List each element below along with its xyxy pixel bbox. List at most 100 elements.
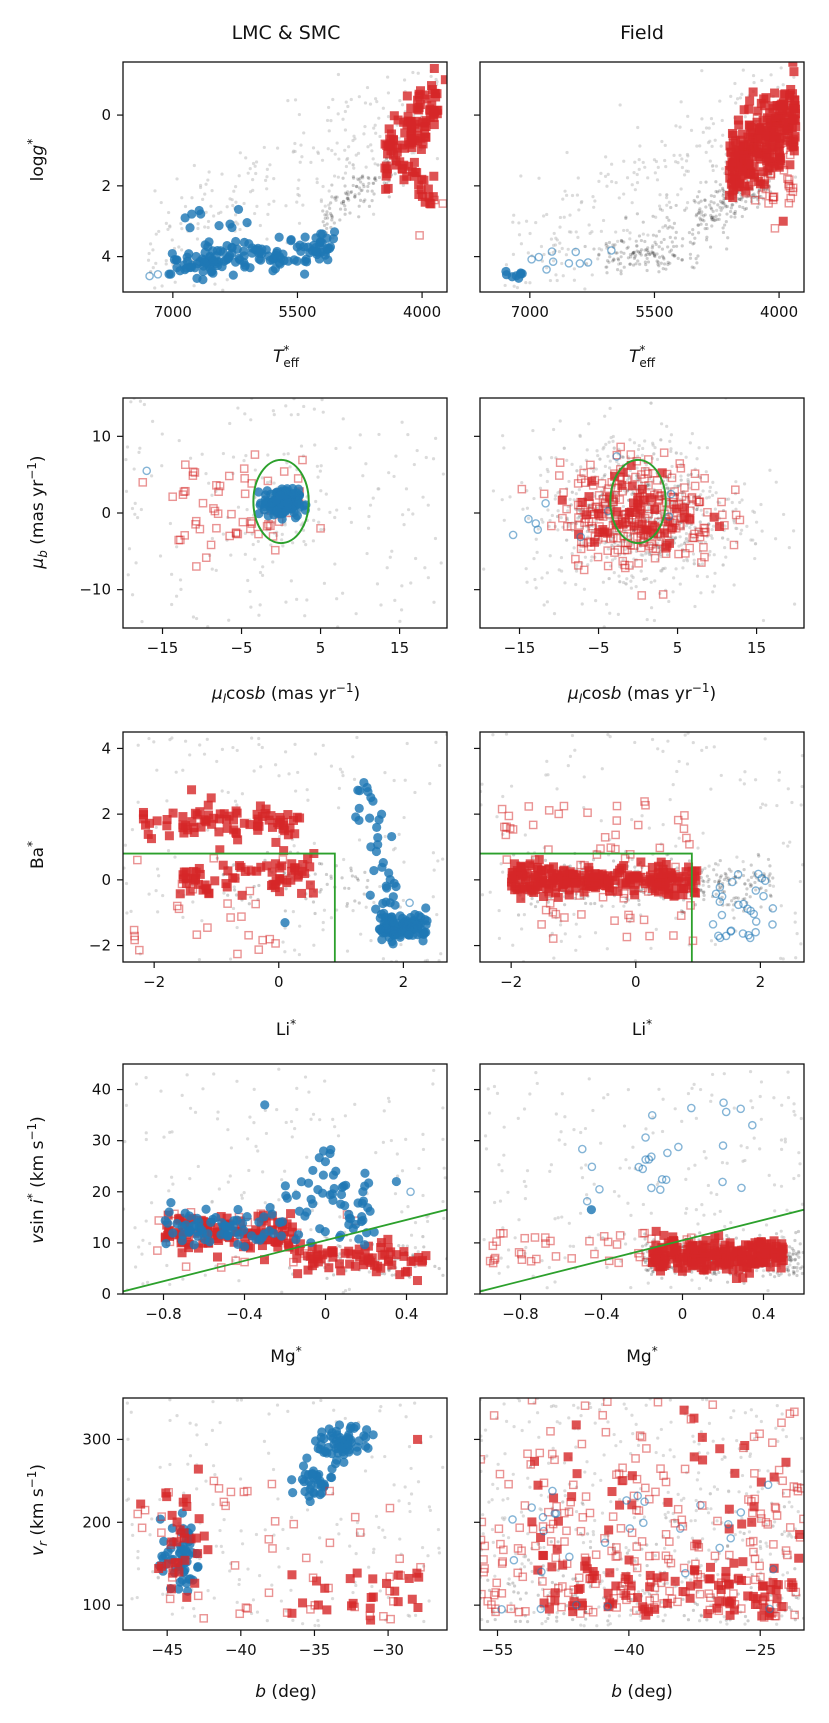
- point-gray: [572, 267, 576, 271]
- point-gray: [603, 414, 607, 418]
- point-gray: [567, 479, 571, 484]
- point-gray: [154, 232, 158, 236]
- point-gray: [386, 115, 391, 119]
- point-gray: [604, 265, 608, 269]
- xlabel-li-right: Li*: [632, 1017, 652, 1040]
- point-red: [189, 823, 199, 833]
- ylabel-ba: Ba*: [25, 841, 48, 869]
- point-gray: [353, 137, 357, 141]
- point-gray: [701, 130, 705, 134]
- point-gray: [159, 200, 163, 205]
- point-gray: [201, 1087, 205, 1091]
- point-gray: [256, 1149, 260, 1153]
- point-redo: [760, 180, 769, 190]
- point-dark: [695, 261, 699, 265]
- point-gray: [271, 409, 275, 413]
- point-gray: [160, 284, 164, 288]
- point-gray: [434, 42, 437, 45]
- point-gray: [321, 928, 325, 932]
- point-dark: [648, 252, 652, 256]
- point-gray: [739, 198, 744, 202]
- point-dark: [722, 877, 727, 882]
- point-red: [547, 869, 557, 879]
- point-gray: [272, 199, 276, 203]
- point-gray: [267, 202, 271, 206]
- point-gray: [395, 1174, 400, 1178]
- point-gray: [174, 594, 179, 598]
- point-dark: [358, 198, 363, 202]
- point-gray: [781, 957, 785, 961]
- point-gray: [511, 252, 516, 256]
- point-gray: [772, 51, 775, 54]
- point-dark: [731, 203, 735, 207]
- point-blue: [373, 832, 383, 843]
- point-dark: [367, 204, 372, 208]
- scatter-points: [123, 732, 447, 962]
- point-gray: [599, 171, 603, 175]
- point-gray: [643, 439, 647, 443]
- point-gray: [421, 1193, 425, 1198]
- point-gray: [363, 125, 367, 129]
- point-dark: [263, 858, 267, 862]
- point-dark: [710, 215, 715, 219]
- point-redo: [755, 162, 764, 172]
- point-gray: [138, 399, 143, 403]
- point-red: [617, 480, 627, 490]
- point-gray: [678, 582, 682, 586]
- point-gray: [357, 838, 362, 842]
- point-gray: [231, 455, 236, 459]
- point-dark: [748, 895, 752, 899]
- point-gray: [310, 1208, 314, 1213]
- point-gray: [625, 577, 629, 581]
- point-dark: [605, 259, 610, 263]
- point-gray: [286, 99, 290, 103]
- point-gray: [608, 406, 612, 410]
- point-dark: [653, 254, 657, 259]
- point-gray: [574, 948, 578, 952]
- point-gray: [711, 163, 715, 168]
- point-redo: [188, 884, 198, 894]
- point-gray: [253, 468, 257, 472]
- point-red: [678, 871, 688, 881]
- point-gray: [441, 857, 445, 861]
- point-gray: [710, 493, 715, 498]
- point-gray: [538, 455, 542, 459]
- point-gray: [511, 943, 515, 947]
- point-gray: [266, 212, 270, 216]
- point-gray: [593, 199, 597, 203]
- point-red: [630, 879, 640, 889]
- point-gray: [540, 576, 544, 580]
- point-gray: [389, 1138, 393, 1143]
- point-red: [736, 135, 746, 145]
- point-gray: [701, 831, 705, 835]
- point-dark: [721, 192, 726, 196]
- point-gray: [774, 537, 778, 541]
- point-gray: [566, 509, 570, 513]
- point-gray: [556, 509, 560, 513]
- point-gray: [191, 615, 196, 619]
- point-dark: [636, 259, 640, 263]
- point-gray: [497, 908, 501, 913]
- point-red: [544, 887, 554, 897]
- point-gray: [402, 860, 406, 864]
- point-gray: [453, 575, 456, 578]
- point-gray: [177, 438, 181, 443]
- point-dark: [313, 872, 317, 876]
- point-dark: [642, 577, 646, 581]
- point-dark: [619, 255, 623, 259]
- point-blueo: [153, 270, 163, 279]
- point-red: [690, 888, 700, 898]
- point-gray: [640, 453, 644, 457]
- point-dark: [357, 192, 361, 196]
- point-gray: [305, 1155, 309, 1159]
- point-gray: [403, 778, 407, 782]
- point-dark: [612, 258, 616, 262]
- point-red: [223, 866, 233, 876]
- point-gray: [740, 528, 744, 532]
- point-gray: [169, 1175, 174, 1179]
- point-gray: [786, 844, 790, 848]
- point-dark: [668, 261, 672, 265]
- point-gray: [206, 178, 210, 182]
- point-gray: [656, 541, 660, 545]
- y-tick-label: −2: [89, 937, 111, 955]
